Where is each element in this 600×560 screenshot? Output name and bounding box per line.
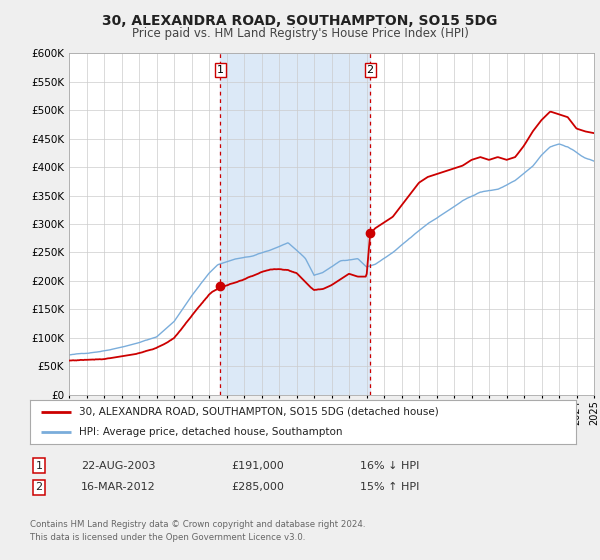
Text: 30, ALEXANDRA ROAD, SOUTHAMPTON, SO15 5DG (detached house): 30, ALEXANDRA ROAD, SOUTHAMPTON, SO15 5D… — [79, 407, 439, 417]
Text: 1: 1 — [217, 64, 224, 74]
Text: HPI: Average price, detached house, Southampton: HPI: Average price, detached house, Sout… — [79, 427, 343, 437]
Text: 15% ↑ HPI: 15% ↑ HPI — [360, 482, 419, 492]
Text: Price paid vs. HM Land Registry's House Price Index (HPI): Price paid vs. HM Land Registry's House … — [131, 27, 469, 40]
Text: 22-AUG-2003: 22-AUG-2003 — [81, 461, 155, 471]
Text: This data is licensed under the Open Government Licence v3.0.: This data is licensed under the Open Gov… — [30, 533, 305, 542]
Text: 30, ALEXANDRA ROAD, SOUTHAMPTON, SO15 5DG: 30, ALEXANDRA ROAD, SOUTHAMPTON, SO15 5D… — [103, 14, 497, 28]
Bar — [220, 53, 370, 395]
Text: 16% ↓ HPI: 16% ↓ HPI — [360, 461, 419, 471]
Text: Contains HM Land Registry data © Crown copyright and database right 2024.: Contains HM Land Registry data © Crown c… — [30, 520, 365, 529]
Text: £285,000: £285,000 — [231, 482, 284, 492]
Text: 2: 2 — [35, 482, 43, 492]
Text: £191,000: £191,000 — [231, 461, 284, 471]
Text: 2: 2 — [367, 64, 374, 74]
Text: 16-MAR-2012: 16-MAR-2012 — [81, 482, 156, 492]
Text: 1: 1 — [35, 461, 43, 471]
